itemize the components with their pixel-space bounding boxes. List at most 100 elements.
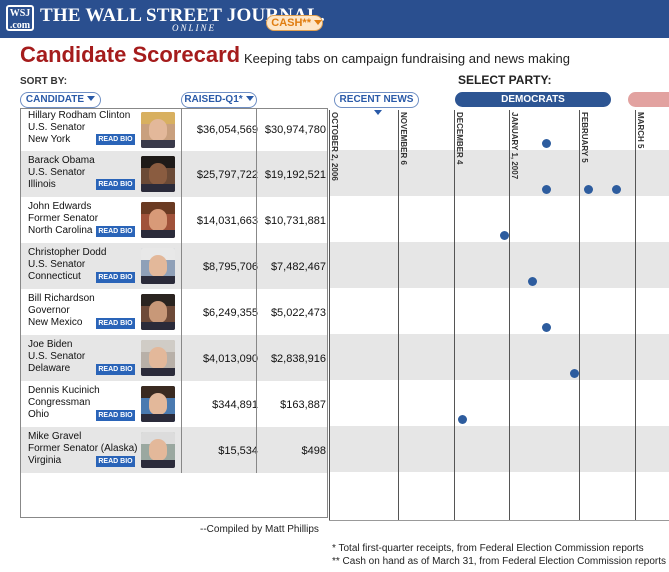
sort-cash-label: CASH** xyxy=(271,17,311,29)
timeline-row-band xyxy=(329,288,669,334)
month-label-november: NOVEMBER 6 xyxy=(399,112,408,165)
sort-recent-news-button[interactable]: RECENT NEWS xyxy=(334,92,419,115)
candidate-photo[interactable] xyxy=(141,202,175,238)
news-event-dot[interactable] xyxy=(612,185,621,194)
timeline-gridline xyxy=(398,110,399,520)
read-bio-button[interactable]: READ BIO xyxy=(96,456,135,467)
cash-value: $7,482,467 xyxy=(270,261,326,273)
candidate-title: Governor xyxy=(28,305,70,316)
candidate-name: Dennis Kucinich xyxy=(28,385,100,396)
sort-cash-button[interactable]: CASH** xyxy=(266,15,323,31)
month-label-february: FEBRUARY 5 xyxy=(580,112,589,163)
wsj-logo-badge[interactable]: WSJ .com xyxy=(6,5,34,31)
candidate-name: Hillary Rodham Clinton xyxy=(28,110,131,121)
read-bio-button[interactable]: READ BIO xyxy=(96,226,135,237)
candidate-row: Joe Biden U.S. Senator Delaware READ BIO… xyxy=(21,335,327,381)
party-democrats-tab[interactable]: DEMOCRATS xyxy=(455,92,611,107)
wsj-logo-text[interactable]: THE WALL STREET JOURNAL. xyxy=(40,5,325,26)
compiled-by-credit: --Compiled by Matt Phillips xyxy=(200,524,319,535)
sort-raised-button[interactable]: RAISED-Q1* xyxy=(181,92,257,108)
read-bio-button[interactable]: READ BIO xyxy=(96,134,135,145)
candidate-state: New York xyxy=(28,134,71,145)
candidate-name: John Edwards xyxy=(28,201,92,212)
raised-value: $15,534 xyxy=(218,445,258,457)
news-event-dot[interactable] xyxy=(542,323,551,332)
read-bio-button[interactable]: READ BIO xyxy=(96,410,135,421)
candidate-photo[interactable] xyxy=(141,294,175,330)
candidate-photo[interactable] xyxy=(141,340,175,376)
news-event-dot[interactable] xyxy=(542,139,551,148)
month-label-october: OCTOBER 2, 2006 xyxy=(330,112,339,181)
candidate-row: Hillary Rodham Clinton U.S. Senator New … xyxy=(21,109,327,155)
candidate-info: Hillary Rodham Clinton U.S. Senator New … xyxy=(28,110,130,146)
page-subtitle: Keeping tabs on campaign fundraising and… xyxy=(244,51,570,66)
timeline-gridline xyxy=(329,110,330,520)
candidate-table xyxy=(20,108,328,518)
news-event-dot[interactable] xyxy=(570,369,579,378)
sort-candidate-label: CANDIDATE xyxy=(25,94,85,105)
timeline-gridline xyxy=(509,110,510,520)
candidate-title: U.S. Senator xyxy=(28,167,86,178)
read-bio-button[interactable]: READ BIO xyxy=(96,318,135,329)
candidate-info: Dennis Kucinich Congressman Ohio xyxy=(28,385,100,421)
read-bio-button[interactable]: READ BIO xyxy=(96,179,135,190)
timeline-row-band xyxy=(329,334,669,380)
candidate-row: Barack Obama U.S. Senator Illinois READ … xyxy=(21,151,327,197)
candidate-name: Barack Obama xyxy=(28,155,95,166)
site-header: WSJ .com THE WALL STREET JOURNAL. ONLINE xyxy=(0,0,669,38)
month-label-march: MARCH 5 xyxy=(636,112,645,149)
timeline-bottom-rule xyxy=(329,520,669,521)
candidate-info: Mike Gravel Former Senator (Alaska) Virg… xyxy=(28,431,137,467)
news-event-dot[interactable] xyxy=(542,185,551,194)
candidate-title: Former Senator (Alaska) xyxy=(28,443,138,454)
candidate-info: Joe Biden U.S. Senator Delaware xyxy=(28,339,85,375)
sort-candidate-button[interactable]: CANDIDATE xyxy=(20,92,101,108)
candidate-row: John Edwards Former Senator North Caroli… xyxy=(21,197,327,243)
raised-value: $36,054,569 xyxy=(196,124,258,136)
timeline-gridline xyxy=(635,110,636,520)
column-divider xyxy=(256,108,257,473)
candidate-photo[interactable] xyxy=(141,112,175,148)
candidate-state: Connecticut xyxy=(28,271,81,282)
raised-value: $6,249,355 xyxy=(202,307,258,319)
candidate-row: Dennis Kucinich Congressman Ohio READ BI… xyxy=(21,381,327,427)
timeline-row-band xyxy=(329,426,669,472)
cash-value: $498 xyxy=(301,445,326,457)
cash-value: $163,887 xyxy=(280,399,326,411)
candidate-state: Illinois xyxy=(28,179,56,190)
read-bio-button[interactable]: READ BIO xyxy=(96,272,135,283)
timeline-gridline xyxy=(454,110,455,520)
candidate-name: Mike Gravel xyxy=(28,431,82,442)
month-label-december: DECEMBER 4 xyxy=(455,112,464,165)
candidate-photo[interactable] xyxy=(141,432,175,468)
candidate-name: Joe Biden xyxy=(28,339,73,350)
cash-value: $2,838,916 xyxy=(270,353,326,365)
candidate-info: Bill Richardson Governor New Mexico xyxy=(28,293,95,329)
news-event-dot[interactable] xyxy=(500,231,509,240)
news-event-dot[interactable] xyxy=(528,277,537,286)
party-republicans-tab[interactable] xyxy=(628,92,669,107)
chevron-down-icon xyxy=(87,96,96,101)
footnote-cash: ** Cash on hand as of March 31, from Fed… xyxy=(332,556,667,567)
news-event-dot[interactable] xyxy=(458,415,467,424)
candidate-info: Barack Obama U.S. Senator Illinois xyxy=(28,155,95,191)
candidate-row: Mike Gravel Former Senator (Alaska) Virg… xyxy=(21,427,327,473)
read-bio-button[interactable]: READ BIO xyxy=(96,364,135,375)
chevron-down-icon xyxy=(374,110,382,115)
candidate-state: Delaware xyxy=(28,363,71,374)
candidate-title: U.S. Senator xyxy=(28,122,86,133)
chevron-down-icon xyxy=(314,20,322,25)
candidate-photo[interactable] xyxy=(141,386,175,422)
candidate-name: Bill Richardson xyxy=(28,293,95,304)
candidate-state: New Mexico xyxy=(28,317,83,328)
footnote-raised: * Total first-quarter receipts, from Fed… xyxy=(332,543,644,554)
wsj-online-label: ONLINE xyxy=(172,23,217,33)
sort-by-label: SORT BY: xyxy=(20,76,68,87)
candidate-photo[interactable] xyxy=(141,156,175,192)
news-event-dot[interactable] xyxy=(584,185,593,194)
candidate-photo[interactable] xyxy=(141,248,175,284)
candidate-row: Christopher Dodd U.S. Senator Connecticu… xyxy=(21,243,327,289)
timeline-row-band xyxy=(329,108,669,154)
sort-recent-news-label: RECENT NEWS xyxy=(339,94,414,105)
cash-value: $30,974,780 xyxy=(264,124,326,136)
